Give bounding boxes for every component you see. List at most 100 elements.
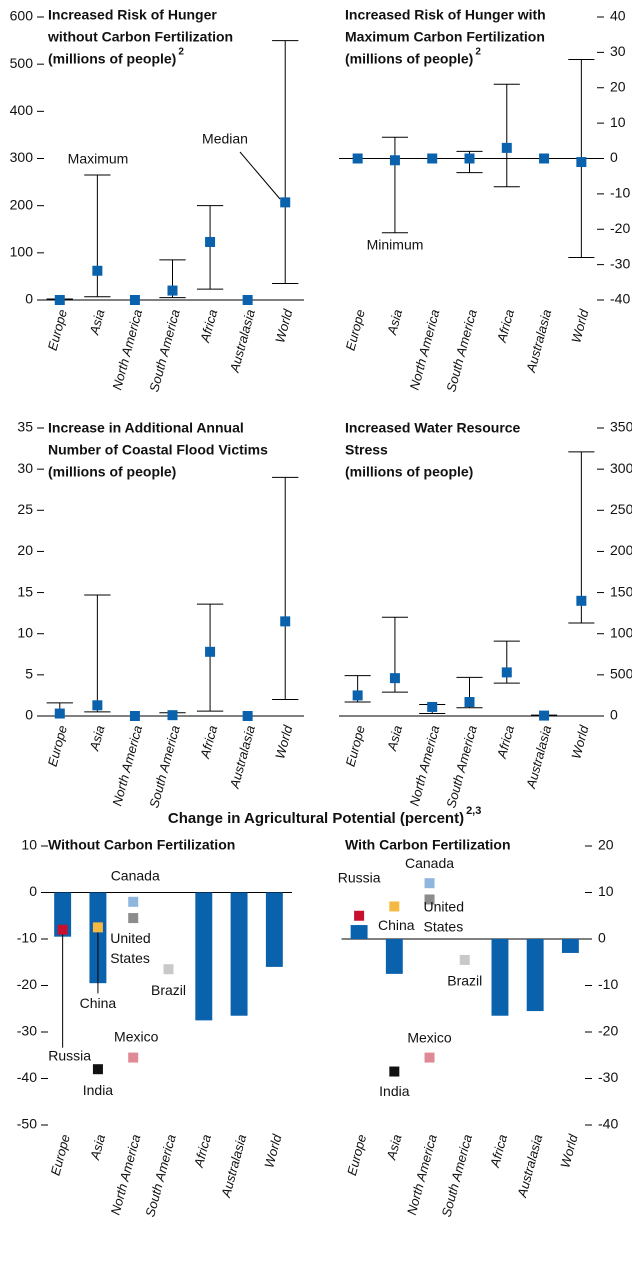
section-title: Change in Agricultural Potential (percen…: [168, 810, 464, 827]
x-tick-label: Asia: [383, 1133, 404, 1162]
median-marker: [205, 236, 216, 247]
x-tick-label: World: [557, 1132, 580, 1169]
title-superscript: 2: [178, 47, 184, 58]
panel: Increased Water Resource Stress (millions …: [339, 419, 632, 810]
y-tick-label: 40: [610, 8, 626, 24]
x-tick-label: South America: [439, 1133, 475, 1219]
median-marker: [501, 142, 512, 153]
x-tick-label: Africa: [494, 724, 517, 761]
country-marker: [92, 922, 103, 933]
bar: [265, 892, 283, 967]
x-tick-label: World: [568, 723, 591, 760]
x-tick-label: South America: [146, 724, 182, 810]
y-tick-label: -30: [17, 1023, 37, 1039]
x-tick-label: Asia: [86, 724, 107, 753]
y-tick-label: 20: [598, 837, 614, 853]
y-tick-label: 2500: [610, 501, 632, 517]
median-marker: [280, 616, 291, 627]
annotation: Median: [202, 131, 248, 147]
chart-title: Stress: [345, 442, 388, 458]
median-marker: [92, 265, 103, 276]
country-label-line: States: [424, 918, 464, 934]
chart-title: (millions of people): [345, 464, 473, 480]
country-marker: [57, 924, 68, 935]
x-tick-label: North America: [404, 1133, 440, 1217]
median-marker: [352, 153, 363, 164]
x-tick-label: Asia: [384, 308, 405, 337]
annotation-leader: [239, 151, 281, 200]
country-label: Mexico: [407, 1029, 452, 1045]
y-tick-label: 10: [21, 837, 37, 853]
x-tick-label: Australasia: [523, 308, 554, 375]
chart-title: (millions of people): [48, 51, 176, 67]
median-marker: [167, 285, 178, 296]
y-tick-label: 200: [10, 196, 34, 212]
country-marker: [128, 896, 139, 907]
y-tick-label: 30: [17, 460, 33, 476]
median-marker: [242, 295, 253, 305]
country-marker: [389, 901, 400, 912]
y-tick-label: -40: [17, 1069, 37, 1085]
chart-title: With Carbon Fertilization: [345, 837, 511, 853]
y-tick-label: 2000: [610, 542, 632, 558]
x-tick-label: Africa: [197, 724, 220, 761]
country-label: Russia: [48, 1047, 91, 1063]
median-marker: [129, 711, 140, 721]
x-tick-label: Europe: [343, 308, 368, 352]
median-marker: [129, 295, 140, 305]
country-label: United States: [110, 930, 154, 966]
x-tick-label: Europe: [344, 1133, 369, 1177]
chart-title: (millions of people): [345, 51, 473, 67]
median-marker: [205, 646, 216, 657]
bar: [561, 939, 579, 953]
country-marker: [354, 910, 365, 921]
title-superscript: 2: [475, 47, 481, 58]
y-tick-label: 10: [610, 114, 626, 130]
y-tick-label: 35: [17, 419, 33, 435]
y-tick-label: -40: [598, 1116, 618, 1132]
x-tick-label: Australasia: [226, 308, 257, 375]
y-tick-label: 600: [10, 8, 34, 24]
y-tick-label: 0: [610, 707, 618, 723]
x-tick-label: Asia: [384, 724, 405, 753]
y-tick-label: 20: [17, 542, 33, 558]
country-label: China: [378, 917, 415, 933]
median-marker: [427, 701, 438, 712]
y-tick-label: 300: [10, 149, 34, 165]
chart-title: Without Carbon Fertilization: [48, 837, 235, 853]
y-tick-label: 100: [10, 244, 34, 260]
x-tick-label: Australasia: [226, 724, 257, 791]
y-tick-label: 1000: [610, 624, 632, 640]
country-label: Russia: [338, 869, 381, 885]
x-tick-label: North America: [109, 724, 145, 808]
y-tick-label: 25: [17, 501, 33, 517]
y-tick-label: -50: [17, 1116, 37, 1132]
chart-title: Number of Coastal Flood Victims: [48, 442, 268, 458]
x-tick-label: North America: [407, 724, 443, 808]
country-label-line: United: [424, 898, 468, 914]
y-tick-label: 5: [25, 666, 33, 682]
x-tick-label: South America: [443, 308, 479, 394]
median-marker: [539, 710, 550, 721]
x-tick-label: North America: [109, 308, 145, 392]
country-marker: [424, 878, 435, 889]
y-tick-label: 0: [598, 930, 606, 946]
bar: [526, 939, 544, 1012]
country-marker: [92, 1064, 103, 1075]
country-marker: [128, 913, 139, 924]
x-tick-label: World: [272, 723, 295, 760]
x-tick-label: Africa: [487, 1133, 510, 1170]
chart-title: Increased Risk of Hunger: [48, 7, 217, 23]
x-tick-label: Asia: [87, 1133, 108, 1162]
country-label: India: [83, 1082, 114, 1098]
chart-title: Maximum Carbon Fertilization: [345, 29, 545, 45]
x-tick-label: Europe: [45, 308, 70, 352]
country-label-line: United: [110, 930, 154, 946]
median-marker: [92, 700, 103, 711]
x-tick-label: Australasia: [514, 1133, 545, 1200]
x-tick-label: North America: [108, 1133, 144, 1217]
median-marker: [464, 153, 475, 164]
country-label: Brazil: [151, 982, 186, 998]
x-tick-label: Europe: [343, 724, 368, 768]
